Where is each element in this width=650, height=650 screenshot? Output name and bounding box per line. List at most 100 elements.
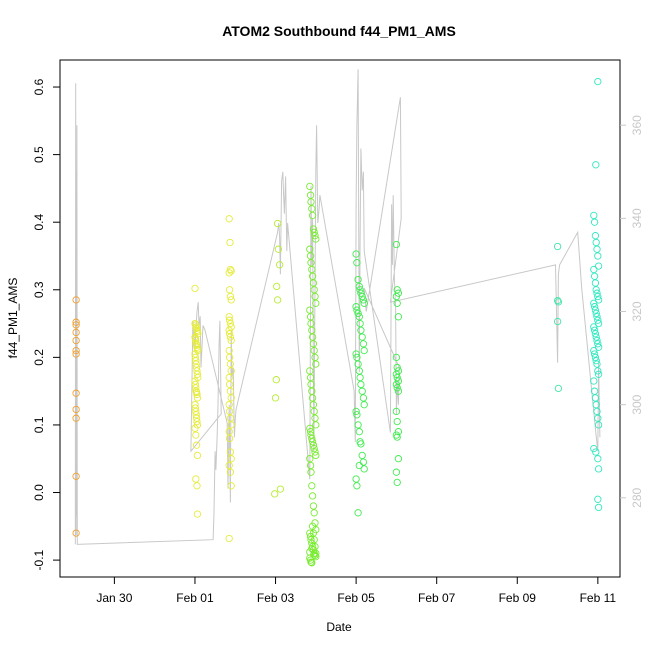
data-point: [306, 182, 314, 191]
x-tick-label: Feb 05: [337, 591, 375, 605]
data-point: [193, 370, 202, 378]
data-point: [72, 414, 80, 422]
data-point: [357, 380, 365, 389]
data-point: [594, 367, 602, 375]
data-point: [312, 451, 320, 460]
data-point: [592, 161, 600, 169]
data-point: [594, 319, 603, 328]
data-point: [227, 482, 235, 490]
data-point: [354, 309, 362, 318]
data-point: [225, 434, 234, 443]
data-point: [591, 330, 600, 338]
data-point: [72, 336, 80, 345]
data-point: [353, 353, 361, 362]
data-point: [310, 551, 318, 559]
data-point: [192, 384, 200, 392]
data-point: [308, 522, 317, 530]
data-point: [191, 284, 199, 293]
data-point: [590, 211, 598, 220]
data-point: [393, 363, 401, 372]
x-tick-label: Jan 30: [96, 591, 132, 605]
data-point: [192, 363, 201, 372]
data-point: [225, 534, 233, 543]
data-point: [359, 458, 368, 466]
data-point: [225, 326, 233, 334]
data-point: [312, 360, 320, 368]
data-point: [225, 313, 233, 321]
right-tick-label: 280: [630, 487, 644, 507]
data-point: [353, 411, 361, 419]
data-point: [226, 333, 235, 341]
data-point: [309, 340, 318, 348]
data-point: [193, 417, 201, 426]
data-point: [306, 529, 314, 537]
data-point: [590, 346, 598, 355]
data-point: [271, 394, 280, 402]
data-point: [359, 340, 368, 348]
data-point: [354, 421, 362, 429]
data-point: [394, 455, 403, 463]
data-point: [354, 360, 362, 368]
data-point: [311, 448, 319, 456]
x-axis-label: Date: [326, 620, 352, 634]
y-tick-label: 0.4: [32, 214, 46, 231]
data-point: [356, 373, 364, 382]
data-point: [306, 245, 314, 253]
y-axis-label: f44_PM1_AMS: [6, 278, 20, 359]
data-point: [553, 242, 562, 251]
data-point: [72, 350, 80, 358]
data-point: [359, 296, 368, 304]
data-point: [593, 313, 601, 321]
y-tick-label: 0.2: [32, 349, 46, 366]
data-point: [306, 428, 315, 436]
data-point: [554, 298, 563, 306]
chart-title: ATOM2 Southbound f44_PM1_AMS: [222, 23, 456, 39]
data-point: [274, 245, 283, 253]
data-point: [393, 417, 401, 426]
x-axis: Jan 30 Feb 01 Feb 03 Feb 05 Feb 07 Feb 09 Feb …: [96, 577, 616, 605]
right-tick-label: 360: [630, 115, 644, 135]
data-point: [310, 346, 318, 355]
data-point: [393, 373, 401, 382]
data-point: [592, 309, 600, 318]
data-point: [590, 323, 598, 331]
data-point: [590, 377, 598, 385]
data-point: [354, 275, 362, 284]
data-point: [352, 250, 360, 258]
data-point: [227, 296, 235, 304]
data-point: [308, 438, 317, 446]
data-point: [308, 211, 317, 220]
data-point: [311, 232, 319, 240]
data-point: [307, 380, 315, 389]
data-point: [307, 536, 315, 544]
data-point: [275, 261, 284, 269]
data-point: [225, 407, 234, 416]
data-point: [594, 77, 602, 86]
data-point: [590, 299, 598, 307]
data-point: [193, 390, 201, 399]
data-point: [359, 394, 368, 402]
points-layer: [72, 77, 603, 567]
data-point: [307, 431, 315, 439]
data-point: [225, 286, 234, 294]
data-point: [594, 455, 602, 463]
y-tick-label: -0.1: [32, 549, 46, 570]
data-point: [307, 259, 315, 267]
data-point: [355, 428, 363, 436]
data-point: [594, 296, 603, 304]
data-point: [593, 360, 601, 368]
data-point: [312, 235, 320, 243]
data-point: [225, 461, 233, 470]
data-point: [193, 451, 202, 460]
data-point: [360, 401, 368, 409]
data-point: [310, 536, 318, 544]
data-point: [392, 292, 401, 301]
data-point: [307, 198, 315, 206]
data-point: [308, 482, 316, 490]
data-point: [276, 485, 285, 493]
data-point: [225, 330, 234, 338]
data-point: [306, 424, 314, 432]
data-point: [594, 316, 602, 324]
data-point: [273, 296, 282, 304]
